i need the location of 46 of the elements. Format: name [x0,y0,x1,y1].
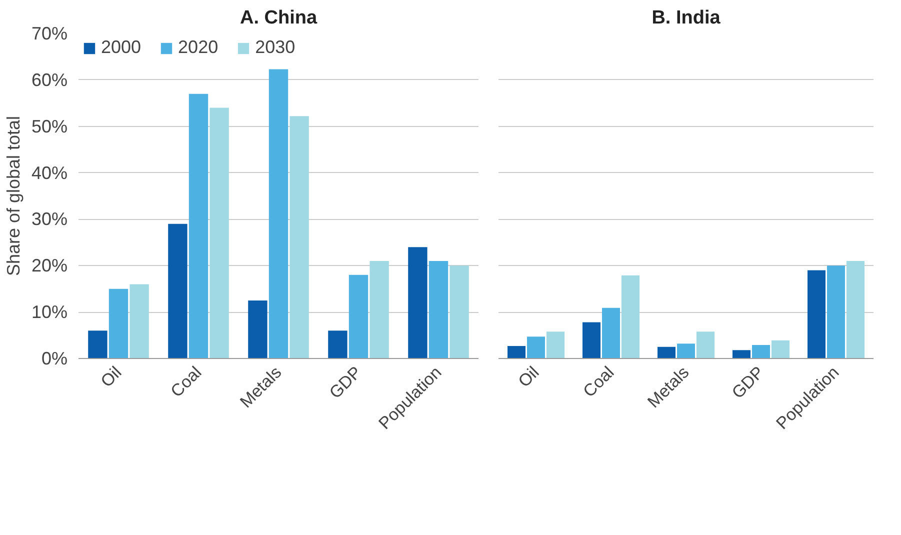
bar [658,346,676,358]
bar [188,94,208,358]
bar [602,308,620,358]
bar [696,332,714,358]
bar [508,346,526,358]
bar [450,266,469,358]
bar [732,350,750,358]
bar [546,332,564,358]
bar [328,330,348,358]
bar [752,345,770,358]
bar [108,288,128,358]
chart-title: A. China [240,8,318,28]
bar [428,261,448,358]
bar [827,266,845,358]
bar [772,340,790,358]
y-tick-label: 30% [31,209,68,230]
bar [210,108,229,358]
bar [582,322,600,358]
y-tick-label: 40% [31,162,68,183]
bar [88,330,108,358]
legend-label: 2030 [255,37,296,58]
bar [622,275,640,358]
legend-label: 2000 [101,37,142,58]
bar [527,336,545,358]
bar [130,284,149,358]
y-axis-title: Share of global total [3,116,24,276]
bar [268,69,288,358]
bar [348,274,368,358]
bar [846,261,864,358]
y-tick-label: 60% [31,70,68,90]
bar [290,116,309,358]
bar [248,300,268,358]
chart-title: B. India [652,8,721,28]
bar [677,344,695,358]
x-tick-label: Oil [514,362,543,391]
bar [370,261,389,358]
y-tick-label: 50% [31,116,68,136]
bar [168,224,188,358]
y-tick-label: 70% [31,24,68,44]
y-tick-label: 20% [31,256,68,276]
legend-label: 2020 [178,37,218,58]
y-tick-label: 10% [31,302,68,322]
y-tick-label: 0% [41,348,68,368]
bar [808,270,826,358]
x-tick-label: Oil [97,362,126,391]
bar [408,247,428,358]
